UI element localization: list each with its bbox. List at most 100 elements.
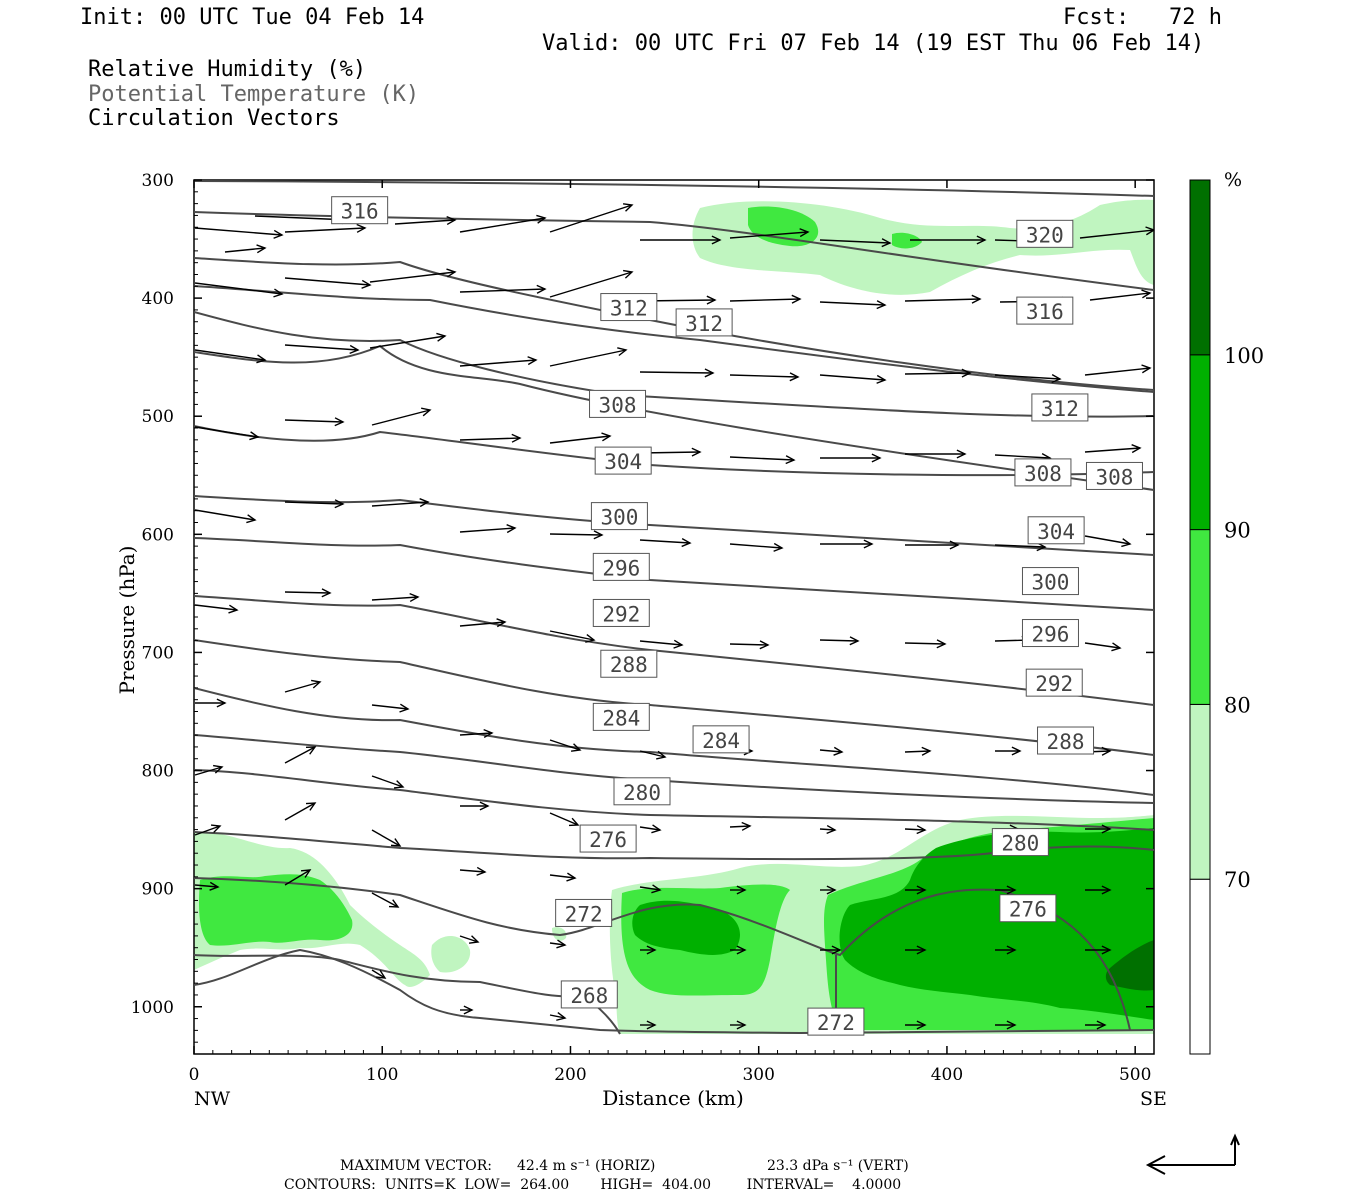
theta-contour-label-text: 280 (623, 781, 661, 805)
theta-contour-label-text: 284 (702, 729, 740, 753)
theta-line (194, 877, 1131, 1031)
circulation-vector-icon (194, 426, 260, 441)
circulation-vector-icon (1085, 824, 1112, 834)
circulation-vector-icon (459, 935, 480, 944)
circulation-vector-icon (995, 945, 1017, 955)
circulation-vector-icon (729, 640, 770, 650)
circulation-vector-icon (459, 214, 547, 233)
colorbar-bin (1189, 878, 1211, 1055)
circulation-vector-icon (371, 829, 402, 847)
theta-contour-label: 288 (600, 649, 658, 678)
circulation-vector-icon (995, 746, 1022, 756)
circulation-vector-icon (640, 1020, 657, 1030)
theta-contour-label: 272 (807, 1007, 865, 1036)
circulation-vector-icon (820, 885, 837, 895)
y-tick-label: 600 (142, 525, 174, 545)
theta-line (194, 211, 1154, 291)
colorbar-bin (1189, 354, 1211, 531)
theta-contour-label: 296 (592, 552, 650, 581)
circulation-vector-icon (820, 539, 874, 549)
theta-contour-label: 308 (1014, 458, 1072, 487)
colorbar-bin (1189, 179, 1211, 356)
colorbar-bin (1189, 703, 1211, 880)
circulation-vector-icon (905, 885, 927, 895)
circulation-vector-icon (640, 945, 657, 955)
circulation-vector-icon (905, 1020, 927, 1030)
theta-contour-label: 288 (1037, 726, 1095, 755)
rh-shading (194, 199, 1154, 1034)
colorbar-level-label: 90 (1224, 519, 1251, 543)
theta-contour-labels: 316 320 312 312 316 308 312 304 308 308 300 304 296 3… (331, 196, 1143, 1036)
circulation-vector-icon (819, 300, 887, 310)
x-end-label-right: SE (1140, 1088, 1167, 1110)
theta-contour-label-text: 300 (1032, 571, 1070, 595)
theta-contour-label-text: 316 (1026, 300, 1064, 324)
theta-contour-label-text: 292 (602, 602, 640, 626)
circulation-vector-icon (639, 750, 667, 760)
circulation-vector-icon (639, 537, 692, 548)
circulation-vector-icon (905, 945, 927, 955)
theta-contour-label-text: 312 (685, 312, 723, 336)
theta-contour-label-text: 272 (565, 902, 603, 926)
circulation-vector-icon (460, 801, 490, 811)
circulation-vector-icon (371, 775, 405, 789)
circulation-vector-icon (904, 368, 972, 378)
circulation-vector-icon (729, 294, 802, 304)
colorbar-level-label: 80 (1224, 693, 1251, 717)
circulation-vector-icon (819, 238, 892, 248)
x-axis: 0 100 200 300 400 500 (189, 180, 1155, 1085)
circulation-vector-icon (1085, 1020, 1107, 1030)
circulation-vector-icon (994, 373, 1062, 384)
colorbar-bin (1189, 529, 1211, 705)
circulation-vector-icon (224, 244, 267, 254)
theta-contour-label: 316 (1016, 296, 1074, 325)
circulation-vector-icon (904, 294, 982, 304)
theta-contour-label: 280 (613, 777, 671, 806)
circulation-vector-icon (371, 892, 400, 908)
theta-contour-label: 316 (331, 196, 389, 225)
legend-relative-humidity: Relative Humidity (%) (88, 57, 367, 82)
circulation-vector-icon (549, 347, 628, 367)
circulation-vector-icon (194, 509, 257, 524)
circulation-vector-icon (195, 698, 227, 708)
valid-time: Valid: 00 UTC Fri 07 Feb 14 (19 EST Thu … (542, 31, 1205, 56)
y-tick-label: 400 (142, 289, 174, 309)
theta-contour-label-text: 316 (341, 200, 379, 224)
circulation-vector-icon (730, 945, 747, 955)
circulation-vector-icon (284, 223, 367, 233)
circulation-vector-icon (820, 945, 842, 955)
circulation-vector-icon (459, 433, 522, 443)
circulation-vector-icon (459, 866, 487, 876)
circulation-vector-icon (549, 530, 604, 540)
theta-contour-label-text: 300 (600, 506, 638, 530)
theta-contour-label: 308 (589, 389, 647, 418)
theta-contour-label-text: 304 (1037, 520, 1075, 544)
footer-contours: CONTOURS: UNITS=K LOW= 264.00 HIGH= 404.… (284, 1177, 902, 1193)
theta-contour-label: 276 (579, 824, 637, 853)
reference-vector-icon (1145, 1133, 1240, 1175)
circulation-vector-icon (1084, 444, 1142, 454)
theta-line (194, 537, 1154, 611)
circulation-vector-icon (1085, 945, 1112, 955)
theta-contour-label: 320 (1016, 219, 1074, 248)
circulation-vector-icon (194, 349, 267, 364)
circulation-vector-icon (729, 372, 800, 382)
theta-line (194, 311, 1154, 418)
x-axis-title: Distance (km) (602, 1086, 744, 1110)
theta-line (194, 948, 1154, 1035)
theta-contour-label-text: 276 (589, 828, 627, 852)
theta-contour-label-text: 312 (1041, 397, 1079, 421)
theta-contour-label: 284 (592, 702, 650, 731)
theta-line (194, 344, 1154, 491)
circulation-vector-icon (639, 884, 662, 894)
theta-line (194, 495, 1154, 556)
circulation-vector-icon (371, 969, 387, 979)
circulation-vector-icon (729, 228, 810, 239)
rh-patch-right-90b (632, 900, 740, 955)
circulation-vector-icon (819, 746, 844, 756)
theta-line (194, 595, 1154, 706)
footer-max-vert: 23.3 dPa s⁻¹ (VERT) (767, 1158, 909, 1174)
circulation-vector-icon (730, 1020, 747, 1030)
circulation-vector-icon (459, 356, 538, 367)
